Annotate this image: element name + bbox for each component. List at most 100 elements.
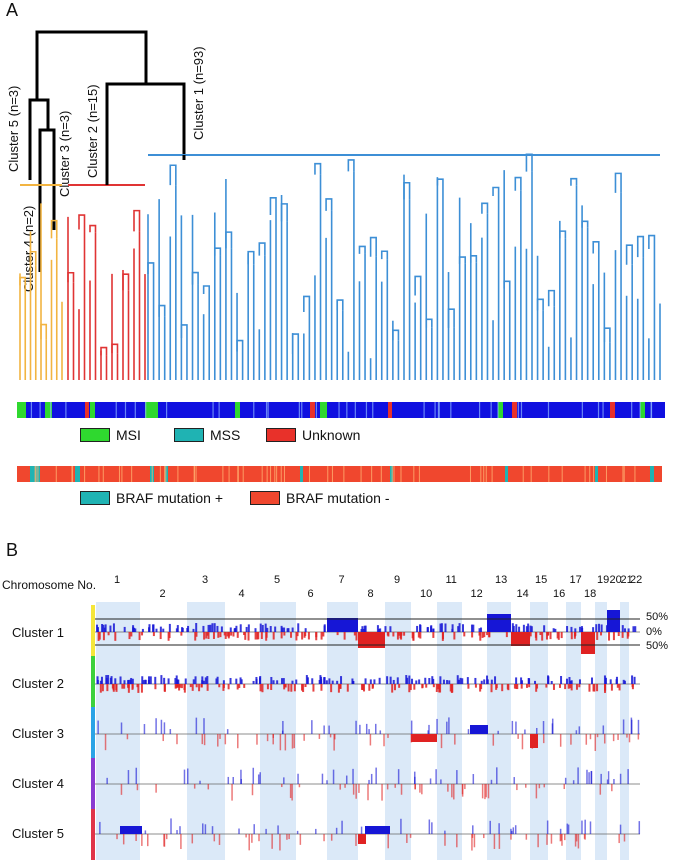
loss-mark — [323, 834, 325, 842]
gain-mark — [622, 679, 625, 684]
loss-mark — [304, 684, 307, 688]
loss-mark — [575, 684, 578, 690]
braf-plus-mark — [300, 466, 303, 482]
gain-mark — [603, 675, 606, 684]
gain-mark — [384, 626, 387, 632]
cluster-1-merge — [247, 250, 255, 265]
gain-mark — [203, 718, 205, 734]
gain-mark — [622, 719, 625, 734]
chromosome-label: 15 — [535, 574, 548, 586]
gain-mark — [255, 679, 258, 684]
gain-mark — [373, 679, 376, 684]
loss-mark — [284, 734, 287, 751]
chromosome-label: 9 — [394, 574, 401, 586]
loss-mark — [104, 734, 107, 751]
loss-mark — [432, 632, 435, 638]
loss-mark — [583, 834, 586, 839]
loss-mark — [393, 684, 396, 691]
loss-mark — [318, 734, 321, 739]
gain-mark — [341, 820, 343, 834]
gain-mark — [461, 678, 464, 684]
loss-mark — [432, 684, 435, 688]
cluster-4-5-merge — [40, 323, 48, 340]
loss-mark — [176, 684, 179, 688]
braf-minus-mark — [393, 466, 395, 482]
gain-mark — [286, 628, 289, 632]
braf-minus-mark — [98, 466, 100, 482]
gain-mark — [235, 625, 238, 632]
loss-mark — [219, 632, 222, 638]
loss-mark — [417, 632, 420, 638]
chromosome-label: 20 — [609, 574, 622, 586]
loss-mark — [353, 632, 356, 636]
gain-mark — [619, 824, 622, 834]
loss-mark — [127, 684, 130, 693]
loss-mark — [224, 632, 227, 639]
loss-mark — [203, 632, 206, 640]
cluster-1-merge — [547, 289, 556, 307]
gain-mark — [155, 628, 158, 632]
gain-mark — [578, 726, 581, 734]
gain-mark — [163, 677, 166, 684]
loss-mark — [280, 632, 283, 639]
gain-mark — [167, 678, 170, 684]
gain-mark — [406, 677, 409, 684]
braf-minus-mark — [72, 466, 74, 482]
loss-mark — [616, 684, 619, 688]
loss-mark — [251, 784, 254, 796]
gain-mark — [444, 623, 447, 632]
legend-msi-label: MSI — [116, 427, 141, 443]
gain-mark — [306, 677, 309, 684]
gain-mark — [159, 626, 162, 632]
loss-mark — [513, 684, 516, 689]
loss-mark — [529, 632, 532, 637]
gain-mark — [560, 675, 563, 684]
loss-mark — [200, 684, 203, 688]
braf-minus-mark — [491, 466, 493, 482]
braf-minus-mark — [522, 466, 524, 482]
gain-mark — [192, 628, 195, 632]
gain-mark — [297, 623, 300, 632]
gain-mark — [247, 624, 250, 632]
loss-mark — [400, 784, 403, 795]
mss-mark — [450, 402, 452, 418]
loss-mark — [559, 834, 562, 842]
gain-mark — [458, 623, 461, 632]
loss-mark — [464, 784, 466, 790]
loss-mark — [266, 684, 269, 690]
braf-minus-mark — [623, 466, 625, 482]
gain-mark — [467, 729, 470, 734]
loss-mark — [99, 684, 102, 693]
gain-mark — [442, 679, 445, 684]
gain-mark — [135, 767, 138, 784]
gain-mark — [295, 679, 298, 684]
cluster-1-merge — [603, 327, 611, 343]
gain-mark — [579, 626, 582, 632]
loss-mark — [127, 684, 130, 689]
loss-mark — [123, 684, 126, 689]
gain-mark — [311, 720, 313, 734]
loss-mark — [451, 784, 453, 798]
loss-mark — [419, 632, 422, 639]
loss-mark — [561, 834, 563, 846]
braf-minus-mark — [483, 466, 485, 482]
gain-mark — [360, 826, 363, 834]
braf-minus-mark — [177, 466, 179, 482]
cluster-1-merge — [225, 231, 233, 249]
gain-mark — [565, 678, 568, 684]
loss-mark — [525, 834, 528, 840]
gain-mark — [112, 623, 115, 632]
loss-mark — [454, 734, 456, 745]
gain-mark — [261, 624, 264, 632]
gain-mark — [149, 676, 152, 684]
loss-mark — [637, 734, 640, 740]
gain-mark — [276, 680, 279, 684]
mss-mark — [437, 402, 440, 418]
gain-mark — [142, 680, 145, 684]
braf-minus-mark — [165, 466, 167, 482]
loss-mark — [141, 632, 144, 636]
gain-mark — [283, 777, 285, 784]
braf-minus-mark — [400, 466, 402, 482]
loss-mark — [180, 684, 183, 689]
loss-mark — [159, 632, 162, 640]
